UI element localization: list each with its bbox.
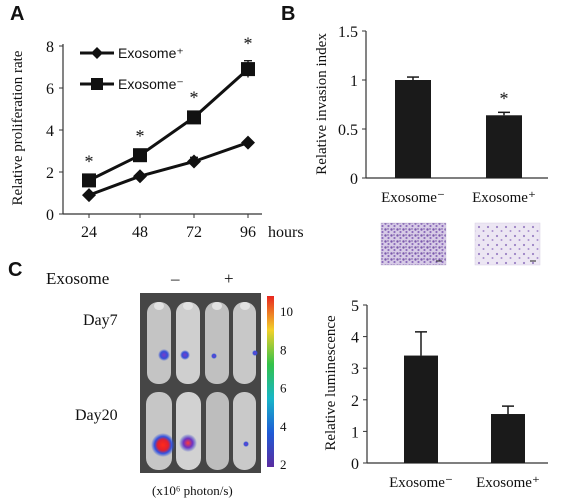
a-x-tick-label: 24 (81, 224, 97, 241)
exosome-minus-label: – (170, 269, 180, 288)
scale-tick-label: 2 (280, 457, 287, 472)
b-ylabel: Relative invasion index (314, 33, 330, 175)
a-point-diamond (133, 169, 147, 184)
c-bar (404, 355, 438, 463)
c-y-tick-label: 2 (351, 393, 359, 410)
a-legend-marker-square (91, 78, 103, 90)
day20-label: Day20 (75, 407, 118, 424)
scale-unit: (x10⁶ photon/s) (152, 483, 233, 498)
a-y-tick-label: 2 (46, 165, 54, 182)
a-point-square (82, 173, 96, 188)
bioluminescence-imaging: Exosome – + Day7 (46, 269, 293, 498)
mice-row-day7 (147, 302, 258, 384)
a-significance-star: * (136, 126, 145, 146)
proliferation-chart: Relative proliferation rate hours 024682… (10, 34, 304, 241)
b-significance-star: * (500, 88, 509, 108)
a-y-tick-label: 6 (46, 81, 54, 98)
scale-tick-label: 4 (280, 419, 287, 434)
c-category-label: Exosome⁺ (476, 475, 540, 491)
exosome-plus-label: + (224, 269, 234, 288)
c-ylabel: Relative luminescence (323, 315, 339, 451)
b-y-tick-label: 1.5 (338, 24, 358, 41)
invasion-chart: Relative invasion index 0 0.5 1 1.5 Exosome⁻… (314, 24, 548, 266)
c-bar (491, 414, 525, 463)
c-y-tick-label: 5 (351, 298, 359, 315)
panel-label-c: C (8, 259, 22, 281)
a-legend-label: Exosome⁺ (118, 45, 184, 61)
scale-tick-label: 8 (280, 342, 287, 357)
b-category-label: Exosome⁻ (381, 190, 445, 206)
luminescence-color-scale (267, 296, 274, 467)
c-y-tick-label: 4 (351, 330, 359, 347)
a-significance-star: * (190, 87, 199, 107)
panel-label-b: B (281, 3, 295, 25)
a-point-square (241, 62, 255, 77)
c-category-label: Exosome⁻ (389, 475, 453, 491)
micrograph-exosome-minus (380, 222, 447, 266)
a-significance-star: * (244, 34, 253, 54)
mice-row-day20 (146, 392, 256, 470)
a-y-tick-label: 8 (46, 39, 54, 56)
a-point-diamond (241, 135, 255, 150)
b-bar (486, 115, 522, 178)
a-point-square (133, 148, 147, 163)
micrograph-exosome-plus (474, 222, 541, 266)
b-category-label: Exosome⁺ (472, 190, 536, 206)
panel-label-a: A (10, 3, 24, 25)
exosome-header: Exosome (46, 269, 109, 288)
a-legend-label: Exosome⁻ (118, 76, 184, 92)
a-ylabel: Relative proliferation rate (10, 50, 26, 205)
a-legend-marker-diamond (91, 47, 103, 59)
a-significance-star: * (85, 151, 94, 171)
c-y-tick-label: 0 (351, 456, 359, 473)
a-series-line (88, 141, 249, 197)
b-y-tick-label: 0 (350, 171, 358, 188)
a-x-tick-label: 96 (240, 224, 256, 241)
luminescence-chart: Relative luminescence 0 1 2 3 4 5 Exosome⁻ Exos… (323, 298, 548, 491)
a-x-tick-label: 48 (132, 224, 148, 241)
c-y-tick-label: 1 (351, 424, 359, 441)
scale-tick-label: 10 (280, 304, 293, 319)
a-x-unit: hours (268, 224, 304, 241)
a-point-diamond (187, 154, 201, 169)
a-x-tick-label: 72 (186, 224, 202, 241)
a-y-tick-label: 0 (46, 207, 54, 224)
day7-label: Day7 (83, 312, 118, 329)
a-point-square (187, 110, 201, 125)
a-y-tick-label: 4 (46, 123, 54, 140)
a-series-line (88, 67, 250, 182)
a-point-diamond (82, 188, 96, 203)
b-y-tick-label: 1 (350, 73, 358, 90)
scale-tick-label: 6 (280, 381, 287, 396)
c-y-tick-label: 3 (351, 361, 359, 378)
b-bar (395, 80, 431, 178)
b-y-tick-label: 0.5 (338, 122, 358, 139)
